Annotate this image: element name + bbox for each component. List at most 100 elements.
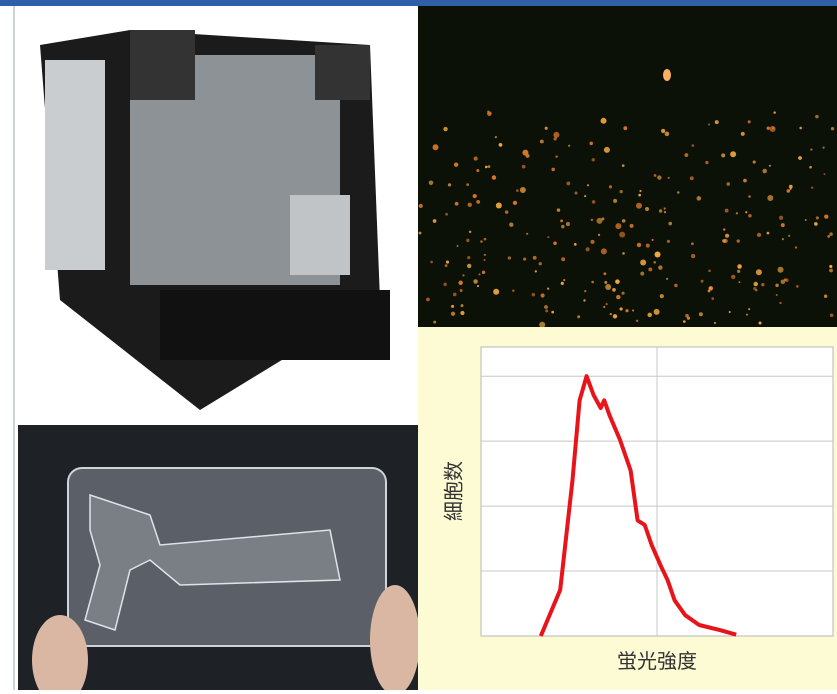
cell-spot [551,311,554,314]
cell-spot [477,285,479,287]
cell-spot [699,312,703,316]
cell-spot [637,243,641,247]
cell-spot [455,202,459,206]
cell-spot [445,264,448,267]
cell-spot [616,295,620,299]
cell-spot [714,322,716,324]
cell-spot [619,232,625,238]
cell-spot [539,322,545,328]
cell-spot [664,207,666,209]
cell-spot [829,232,833,236]
cell-spot [773,111,775,113]
cell-spot [553,132,559,138]
cell-spot [636,203,642,209]
cell-spot [639,190,641,192]
cell-spot [591,281,594,284]
cell-spot [647,313,652,318]
cell-spot [779,302,781,304]
cell-spot [829,265,832,268]
cell-spot [701,280,704,283]
cell-spot [467,256,470,259]
cell-spot [606,303,608,305]
cell-spot [478,273,480,275]
cell-spot [561,282,564,285]
cell-spot [613,199,617,203]
cell-spot [831,127,834,130]
cell-spot [590,240,594,244]
cell-spot [522,150,528,156]
y-axis-label: 細胞数 [442,461,466,521]
cell-spot [584,290,586,292]
cell-spot [748,195,751,198]
cell-spot [663,69,671,81]
cell-spot [785,278,789,282]
cell-spot [632,309,634,311]
cell-spot [664,211,666,213]
cell-spot [822,147,824,149]
cell-spot [677,191,679,193]
cell-spot [815,115,819,119]
cell-spot [555,156,557,158]
cell-spot [630,224,634,228]
cell-spot [709,287,712,290]
cell-spot [622,219,626,223]
cell-spot [419,232,422,235]
cell-spot [737,270,740,273]
cell-spot [443,283,446,286]
cell-spot [636,320,638,322]
cell-spot [601,118,607,124]
cell-spot [725,209,729,213]
cell-spot [492,175,496,179]
cell-spot [620,307,623,310]
cell-spot [725,234,729,238]
fluorescence-image [418,6,837,328]
cell-spot [810,149,812,151]
cell-spot [790,188,792,190]
cell-spot [759,322,762,325]
cell-spot [557,208,560,211]
cell-spot [547,287,549,289]
cell-spot [640,259,646,265]
device-photo [18,6,418,418]
cell-spot [545,127,548,130]
cell-spot [522,188,525,191]
cell-spot [535,270,537,272]
cell-spot [781,223,785,227]
cell-spot [756,269,762,275]
cell-spot [451,305,454,308]
cell-spot [824,214,828,218]
cell-spot [509,223,513,227]
cell-spot [622,164,625,167]
cell-spot [566,222,570,226]
cell-spot [667,240,670,243]
cell-spot [665,132,670,137]
cell-spot [468,203,472,207]
cell-spot [561,257,565,261]
cell-spot [476,200,480,204]
cell-spot [668,222,672,226]
cell-spot [547,236,549,238]
cell-spot [737,264,742,269]
cell-spot [496,202,502,208]
cell-spot [824,295,827,298]
cell-spot [589,142,592,145]
cell-spot [775,284,778,287]
cell-spot [568,145,570,147]
cell-spot [508,256,511,259]
cell-spot [587,184,589,186]
cell-spot [805,219,807,221]
cell-spot [621,292,624,295]
cell-spot [697,196,702,201]
cell-spot [485,166,488,169]
cell-spot [770,126,776,132]
cell-spot [653,261,656,264]
cell-spot [457,245,459,247]
cell-spot [746,314,748,316]
cell-spot [652,239,654,241]
cell-spot [809,166,812,169]
cell-spot [560,219,563,222]
cell-spot [816,216,819,219]
cell-spot [493,289,499,295]
cell-spot [433,144,439,150]
cell-spot [561,225,564,228]
